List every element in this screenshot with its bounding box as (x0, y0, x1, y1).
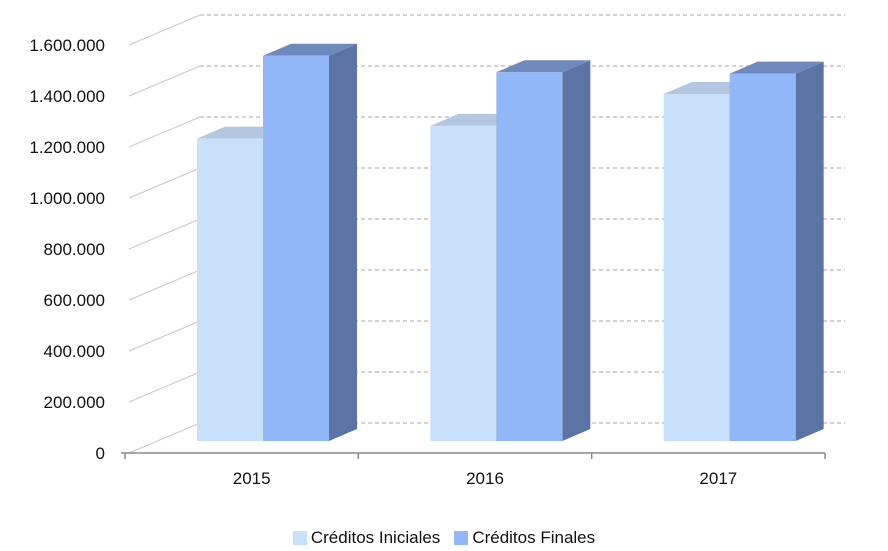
grid-diagonal (128, 269, 201, 301)
grid-diagonal (128, 422, 201, 454)
legend-label: Créditos Iniciales (310, 528, 441, 547)
y-tick-label: 400.000 (44, 342, 105, 361)
bar (496, 60, 591, 442)
legend-swatch (292, 531, 307, 545)
grid-diagonal (128, 116, 201, 148)
bar-side (329, 43, 357, 441)
bar-front (197, 138, 263, 441)
bar (729, 61, 824, 441)
y-tick-label: 1.600.000 (29, 36, 105, 55)
y-tick-label: 600.000 (44, 291, 105, 310)
x-tick-label: 2017 (699, 469, 737, 488)
grid-diagonal (128, 167, 201, 199)
y-tick-label: 200.000 (44, 393, 105, 412)
bar-front (263, 55, 329, 441)
bar-side (562, 60, 591, 442)
grid-diagonal (128, 65, 201, 97)
grid-diagonal (128, 320, 201, 352)
legend-item-creditos-iniciales: Créditos Iniciales (292, 528, 441, 548)
bar-top (263, 43, 357, 56)
y-tick-label: 0 (96, 444, 105, 463)
legend-item-creditos-finales: Créditos Finales (454, 528, 595, 548)
bars (197, 43, 824, 442)
x-tick-label: 2016 (466, 469, 504, 488)
y-tick-label: 1.400.000 (29, 87, 105, 106)
y-tick-label: 1.000.000 (29, 189, 105, 208)
bar-side (795, 61, 824, 441)
grid-diagonal (128, 14, 201, 46)
bar (263, 43, 357, 441)
grid-diagonal (128, 371, 201, 403)
bar-front (729, 73, 796, 441)
axes (121, 452, 826, 459)
bar-top (496, 60, 591, 73)
grid-diagonal (128, 218, 201, 250)
legend-label: Créditos Finales (472, 528, 596, 547)
x-tick-labels: 2015 2016 2017 (233, 469, 737, 488)
bar-top (729, 61, 824, 74)
y-tick-labels: 0 200.000 400.000 600.000 800.000 1.000.000 1.… (29, 36, 105, 463)
y-tick-label: 1.200.000 (29, 138, 105, 157)
bar-front (430, 125, 497, 441)
x-tick-label: 2015 (233, 469, 271, 488)
legend-swatch (454, 531, 469, 545)
legend: Créditos Iniciales Créditos Finales (0, 528, 888, 548)
bar-front (663, 93, 730, 441)
bar-front (496, 72, 563, 442)
y-tick-label: 800.000 (44, 240, 105, 259)
